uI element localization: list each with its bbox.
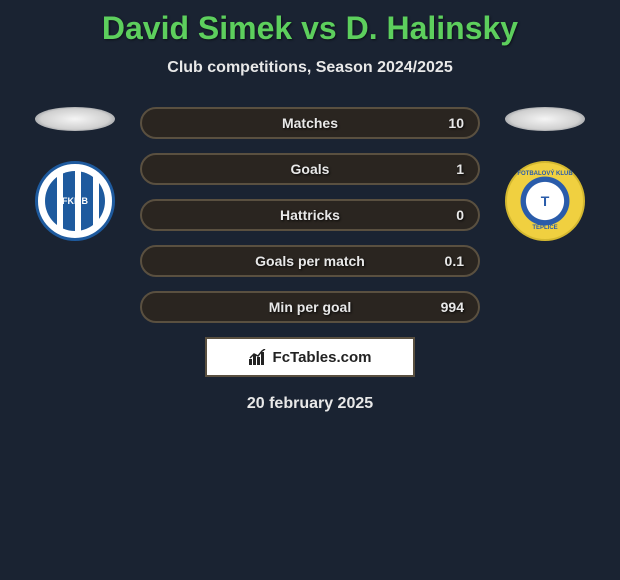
chart-icon <box>249 349 267 365</box>
player-left-silhouette <box>35 107 115 131</box>
page-title: David Simek vs D. Halinsky <box>0 10 620 47</box>
stat-label: Hattricks <box>280 207 340 223</box>
stat-value-right: 0 <box>456 207 464 223</box>
stat-label: Goals per match <box>255 253 365 269</box>
stat-row: Goals per match 0.1 <box>140 245 480 277</box>
branding-box[interactable]: FcTables.com <box>205 337 415 377</box>
stat-label: Matches <box>282 115 338 131</box>
player-right-column: FOTBALOVÝ KLUB T TEPLICE <box>495 107 595 241</box>
player-left-column: FKMB <box>25 107 125 241</box>
club-badge-right-center: T <box>541 193 550 209</box>
stat-label: Goals <box>291 161 330 177</box>
date-line: 20 february 2025 <box>140 395 480 413</box>
comparison-widget: David Simek vs D. Halinsky Club competit… <box>0 0 620 423</box>
stat-row: Hattricks 0 <box>140 199 480 231</box>
comparison-area: FKMB Matches 10 Goals 1 Hattricks 0 Goal… <box>0 107 620 413</box>
branding-text: FcTables.com <box>273 349 372 366</box>
club-badge-left-label: FKMB <box>45 171 105 231</box>
player-right-silhouette <box>505 107 585 131</box>
stat-row: Matches 10 <box>140 107 480 139</box>
club-badge-right-bottom: TEPLICE <box>532 225 557 231</box>
subtitle: Club competitions, Season 2024/2025 <box>0 59 620 77</box>
stat-row: Goals 1 <box>140 153 480 185</box>
club-badge-right-top: FOTBALOVÝ KLUB <box>517 171 572 177</box>
stat-value-right: 10 <box>448 115 464 131</box>
stat-label: Min per goal <box>269 299 351 315</box>
stat-row: Min per goal 994 <box>140 291 480 323</box>
stat-value-right: 1 <box>456 161 464 177</box>
club-badge-left: FKMB <box>35 161 115 241</box>
club-badge-right: FOTBALOVÝ KLUB T TEPLICE <box>505 161 585 241</box>
stat-value-right: 0.1 <box>445 253 464 269</box>
stat-value-right: 994 <box>441 299 464 315</box>
stats-column: Matches 10 Goals 1 Hattricks 0 Goals per… <box>140 107 480 413</box>
